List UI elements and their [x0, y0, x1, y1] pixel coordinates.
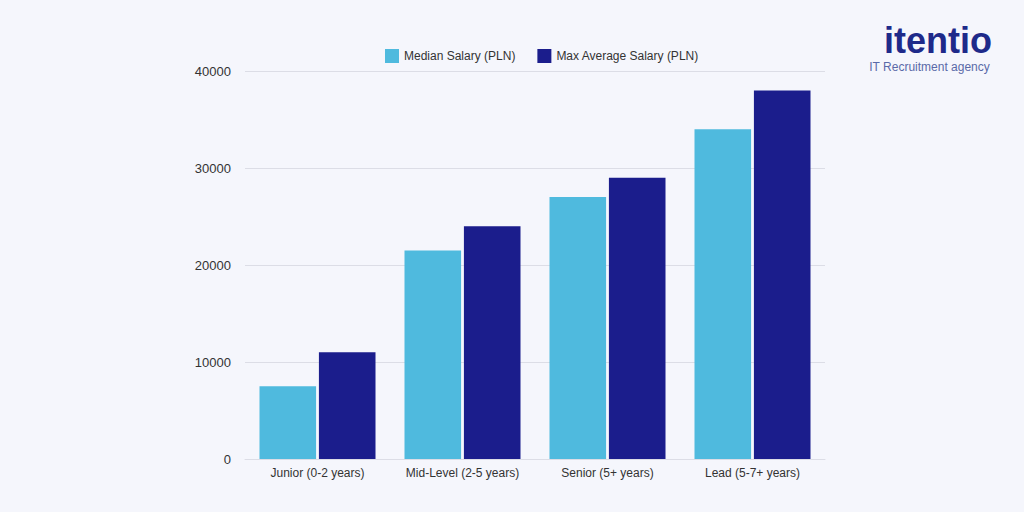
svg-text:0: 0 — [224, 452, 231, 467]
svg-text:Mid-Level (2-5 years): Mid-Level (2-5 years) — [406, 466, 519, 480]
svg-text:30000: 30000 — [195, 161, 231, 176]
svg-text:20000: 20000 — [195, 258, 231, 273]
svg-text:IT Recruitment agency: IT Recruitment agency — [869, 60, 990, 74]
svg-text:Median Salary (PLN): Median Salary (PLN) — [404, 49, 515, 63]
svg-text:Junior (0-2 years): Junior (0-2 years) — [270, 466, 364, 480]
svg-text:Senior (5+ years): Senior (5+ years) — [561, 466, 653, 480]
svg-text:40000: 40000 — [195, 64, 231, 79]
svg-text:10000: 10000 — [195, 355, 231, 370]
svg-text:Lead (5-7+ years): Lead (5-7+ years) — [705, 466, 800, 480]
svg-text:Max Average Salary (PLN): Max Average Salary (PLN) — [556, 49, 698, 63]
svg-text:itentio: itentio — [884, 20, 992, 61]
